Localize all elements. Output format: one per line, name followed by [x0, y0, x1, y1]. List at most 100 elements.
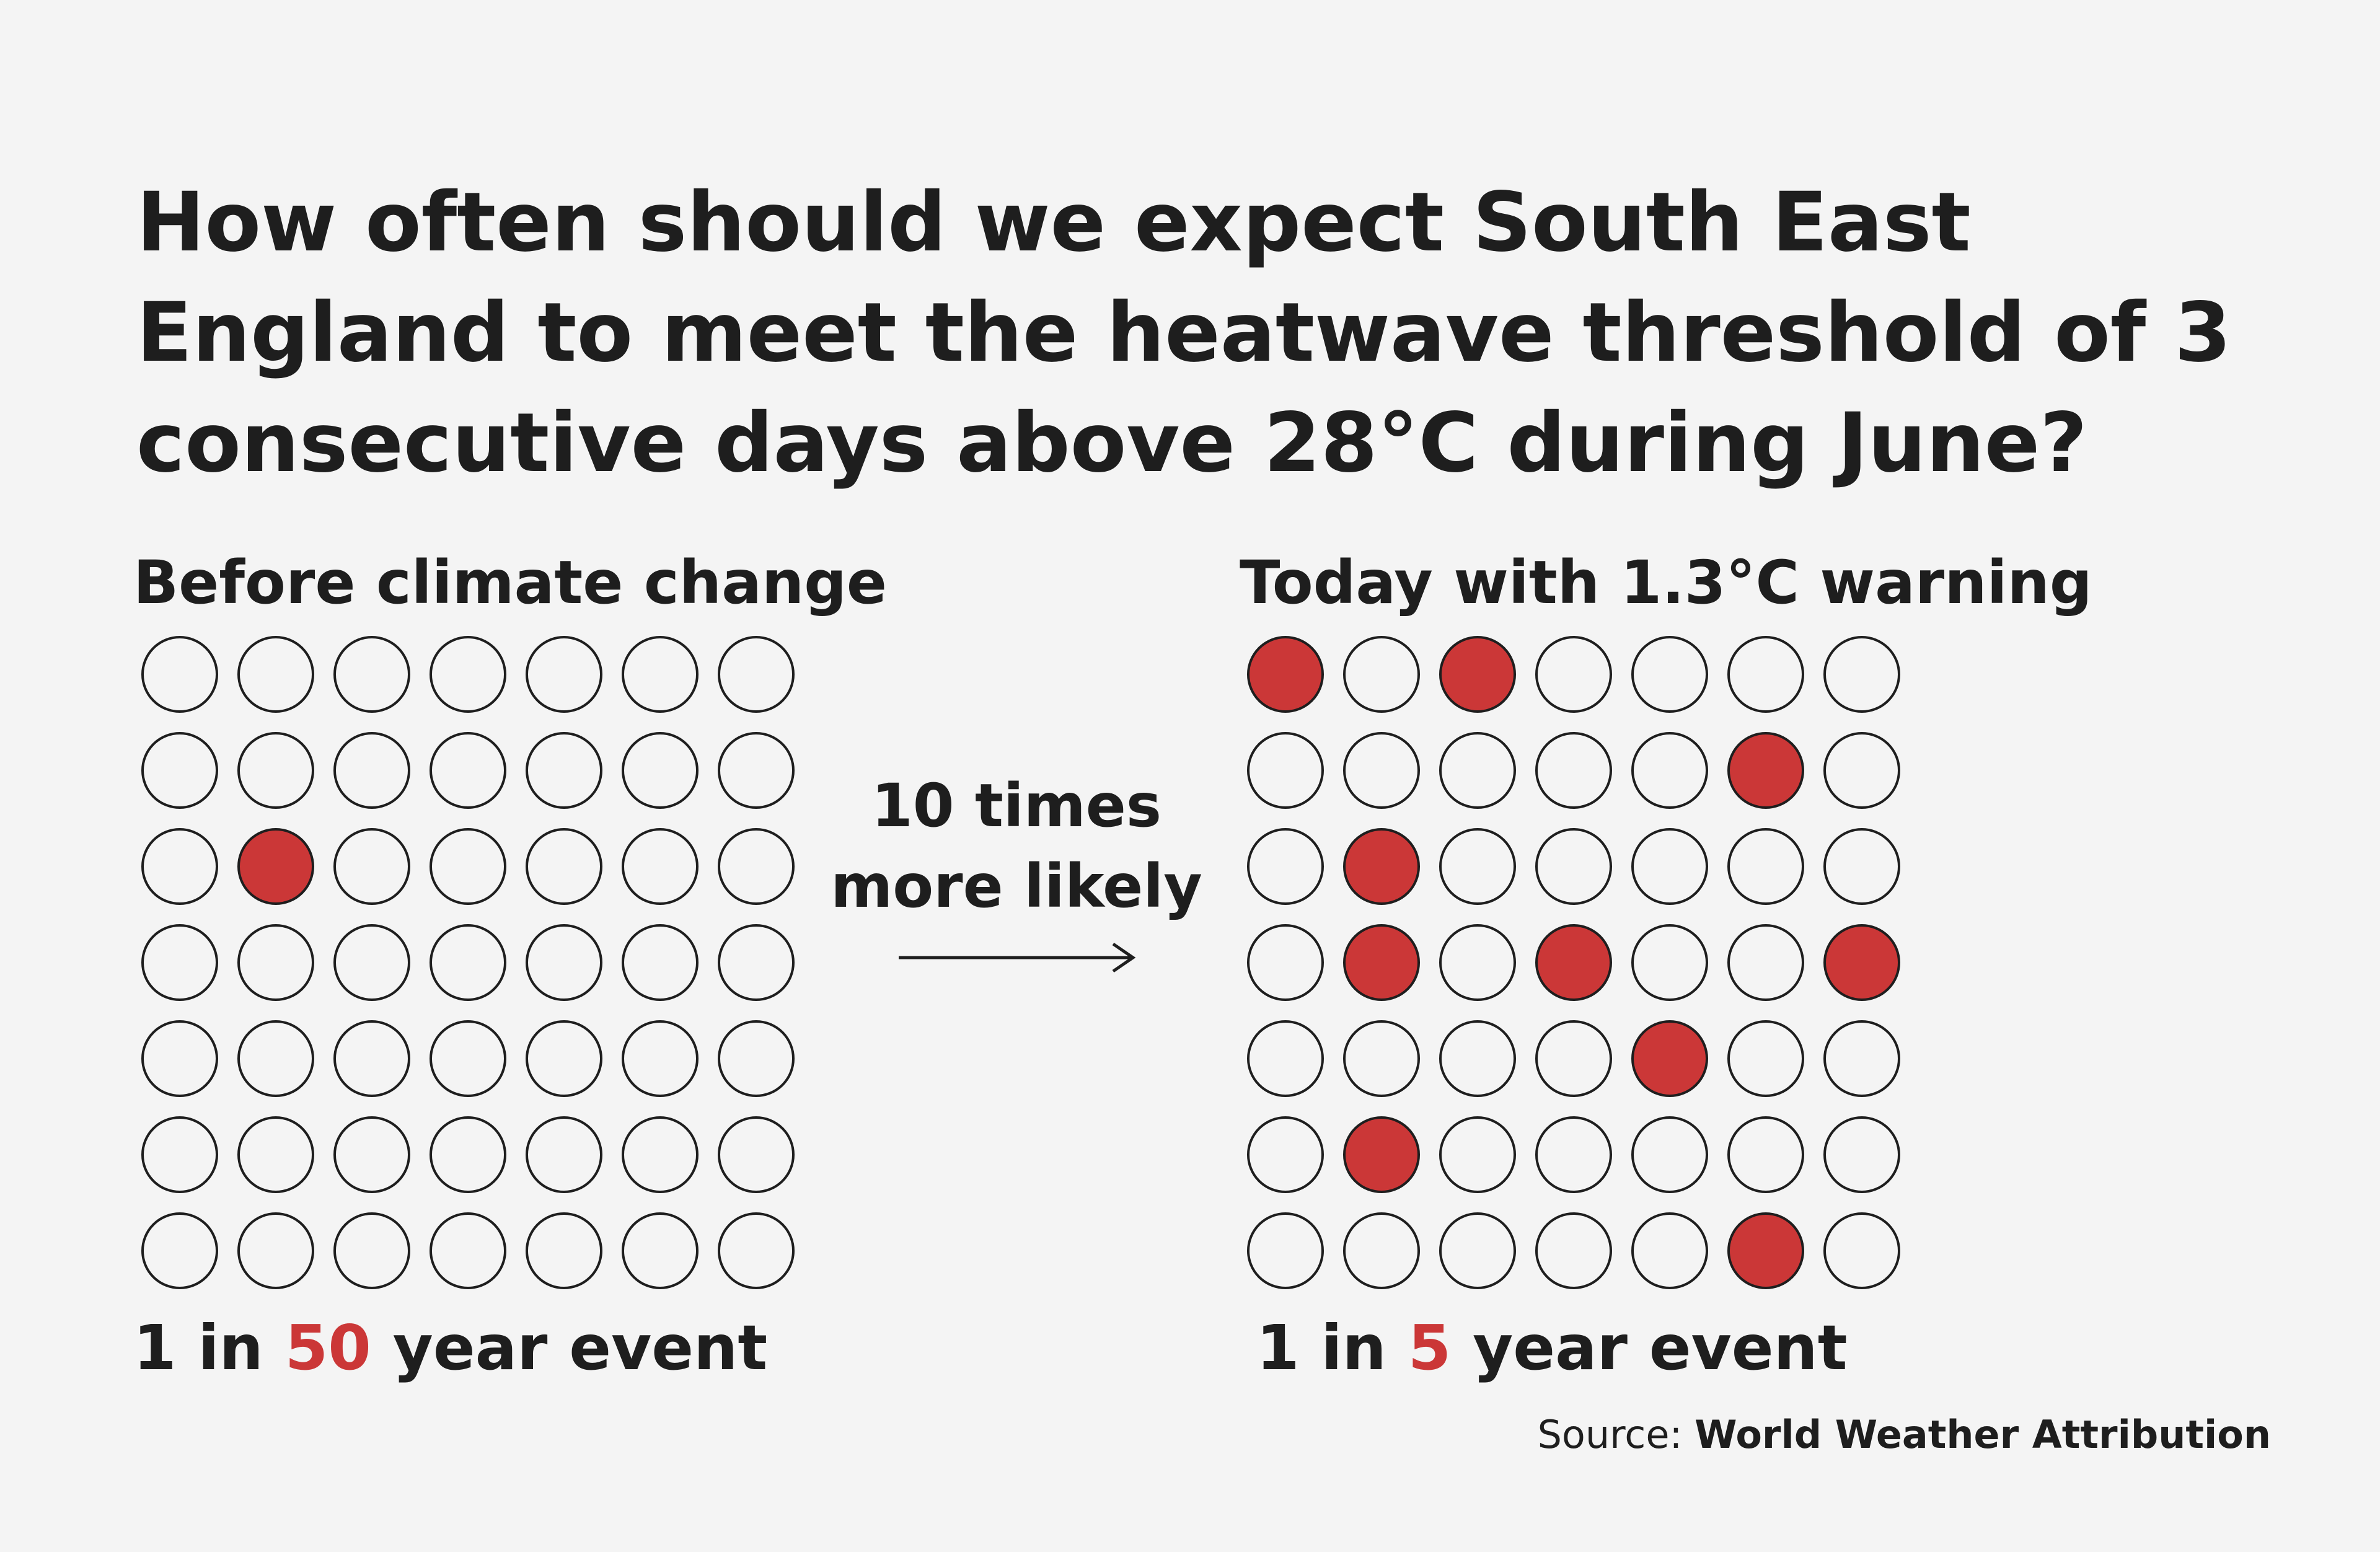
- result-today-value: 5: [1408, 1312, 1452, 1384]
- empty-year-dot: [1343, 1020, 1420, 1097]
- result-before-prefix: 1 in: [133, 1312, 285, 1384]
- empty-year-dot: [1439, 828, 1516, 905]
- result-before-value: 50: [284, 1312, 371, 1384]
- empty-year-dot: [1631, 1212, 1708, 1289]
- filled-year-dot: [1247, 636, 1324, 713]
- empty-year-dot: [1631, 1116, 1708, 1193]
- empty-year-dot: [430, 732, 506, 809]
- empty-year-dot: [1439, 924, 1516, 1001]
- empty-year-dot: [1535, 1116, 1612, 1193]
- panel-label-today: Today with 1.3°C warning: [1240, 548, 2092, 617]
- empty-year-dot: [718, 1212, 795, 1289]
- empty-year-dot: [237, 1116, 314, 1193]
- empty-year-dot: [718, 1020, 795, 1097]
- filled-year-dot: [1823, 924, 1900, 1001]
- empty-year-dot: [1631, 924, 1708, 1001]
- source-name: World Weather Attribution: [1695, 1412, 2271, 1457]
- empty-year-dot: [1247, 924, 1324, 1001]
- comparison-line-1: 10 times: [871, 771, 1162, 840]
- empty-year-dot: [141, 732, 218, 809]
- empty-year-dot: [526, 636, 602, 713]
- empty-year-dot: [622, 636, 699, 713]
- empty-year-dot: [333, 828, 410, 905]
- empty-year-dot: [141, 1212, 218, 1289]
- empty-year-dot: [1439, 1116, 1516, 1193]
- empty-year-dot: [1727, 636, 1804, 713]
- empty-year-dot: [1823, 636, 1900, 713]
- empty-year-dot: [430, 1116, 506, 1193]
- empty-year-dot: [141, 1020, 218, 1097]
- empty-year-dot: [1247, 828, 1324, 905]
- empty-year-dot: [237, 924, 314, 1001]
- result-before: 1 in 50 year event: [133, 1308, 767, 1388]
- empty-year-dot: [718, 924, 795, 1001]
- result-today: 1 in 5 year event: [1256, 1308, 1848, 1388]
- filled-year-dot: [1631, 1020, 1708, 1097]
- filled-year-dot: [1439, 636, 1516, 713]
- empty-year-dot: [430, 1020, 506, 1097]
- empty-year-dot: [1727, 828, 1804, 905]
- pictogram-grid-before: [141, 636, 802, 1297]
- empty-year-dot: [237, 1020, 314, 1097]
- empty-year-dot: [622, 1020, 699, 1097]
- empty-year-dot: [1535, 1212, 1612, 1289]
- empty-year-dot: [1247, 1020, 1324, 1097]
- empty-year-dot: [430, 636, 506, 713]
- empty-year-dot: [1439, 1020, 1516, 1097]
- filled-year-dot: [1343, 924, 1420, 1001]
- empty-year-dot: [333, 1116, 410, 1193]
- pictogram-grid-today: [1247, 636, 1908, 1297]
- empty-year-dot: [333, 636, 410, 713]
- empty-year-dot: [622, 1212, 699, 1289]
- empty-year-dot: [622, 828, 699, 905]
- empty-year-dot: [718, 828, 795, 905]
- empty-year-dot: [1823, 828, 1900, 905]
- comparison-label: 10 times more likely: [831, 765, 1202, 927]
- empty-year-dot: [622, 924, 699, 1001]
- empty-year-dot: [526, 924, 602, 1001]
- empty-year-dot: [1247, 732, 1324, 809]
- empty-year-dot: [526, 1116, 602, 1193]
- empty-year-dot: [1823, 732, 1900, 809]
- empty-year-dot: [622, 1116, 699, 1193]
- empty-year-dot: [1535, 828, 1612, 905]
- empty-year-dot: [333, 732, 410, 809]
- source-note: Source: World Weather Attribution: [1538, 1410, 2271, 1460]
- empty-year-dot: [526, 732, 602, 809]
- empty-year-dot: [141, 1116, 218, 1193]
- empty-year-dot: [1823, 1116, 1900, 1193]
- empty-year-dot: [430, 924, 506, 1001]
- result-before-suffix: year event: [371, 1312, 768, 1384]
- empty-year-dot: [333, 1212, 410, 1289]
- comparison-line-2: more likely: [831, 852, 1202, 921]
- empty-year-dot: [1535, 1020, 1612, 1097]
- empty-year-dot: [1727, 924, 1804, 1001]
- empty-year-dot: [526, 1212, 602, 1289]
- empty-year-dot: [237, 1212, 314, 1289]
- empty-year-dot: [1823, 1212, 1900, 1289]
- empty-year-dot: [1631, 732, 1708, 809]
- empty-year-dot: [1343, 1212, 1420, 1289]
- empty-year-dot: [333, 1020, 410, 1097]
- empty-year-dot: [1727, 1020, 1804, 1097]
- empty-year-dot: [526, 1020, 602, 1097]
- empty-year-dot: [430, 828, 506, 905]
- filled-year-dot: [1343, 828, 1420, 905]
- panel-label-before: Before climate change: [133, 548, 888, 617]
- filled-year-dot: [1727, 732, 1804, 809]
- result-today-suffix: year event: [1451, 1312, 1848, 1384]
- filled-year-dot: [1727, 1212, 1804, 1289]
- empty-year-dot: [141, 828, 218, 905]
- source-prefix: Source:: [1537, 1412, 1683, 1457]
- empty-year-dot: [1535, 636, 1612, 713]
- filled-year-dot: [237, 828, 314, 905]
- empty-year-dot: [1631, 636, 1708, 713]
- empty-year-dot: [1247, 1116, 1324, 1193]
- empty-year-dot: [718, 636, 795, 713]
- empty-year-dot: [1727, 1116, 1804, 1193]
- filled-year-dot: [1343, 1116, 1420, 1193]
- chart-title: How often should we expect South East En…: [136, 175, 2232, 491]
- empty-year-dot: [430, 1212, 506, 1289]
- empty-year-dot: [1439, 1212, 1516, 1289]
- empty-year-dot: [333, 924, 410, 1001]
